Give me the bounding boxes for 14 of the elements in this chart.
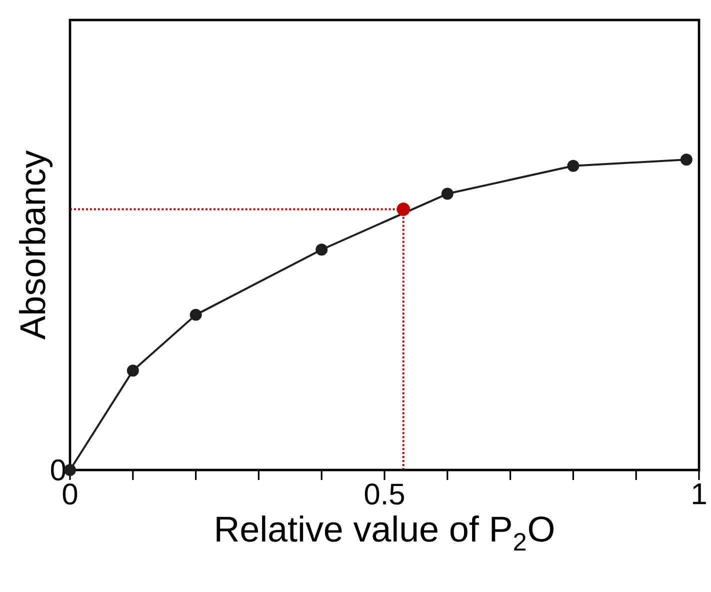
x-axis-title: Relative value of P$_{2}$O (216, 516, 554, 550)
point (190, 308, 202, 321)
text: 0 (51, 459, 66, 481)
point (126, 364, 139, 377)
point (441, 188, 454, 200)
point (567, 160, 580, 172)
x-tick-label: 0.5 (364, 484, 404, 505)
x-tick-label: 1 (692, 484, 706, 504)
y-axis-title: Absorbancy (19, 150, 52, 340)
point (316, 244, 328, 256)
point (64, 464, 76, 476)
x-tick-label: 0 (62, 484, 78, 505)
point (396, 202, 410, 216)
point (680, 154, 692, 166)
